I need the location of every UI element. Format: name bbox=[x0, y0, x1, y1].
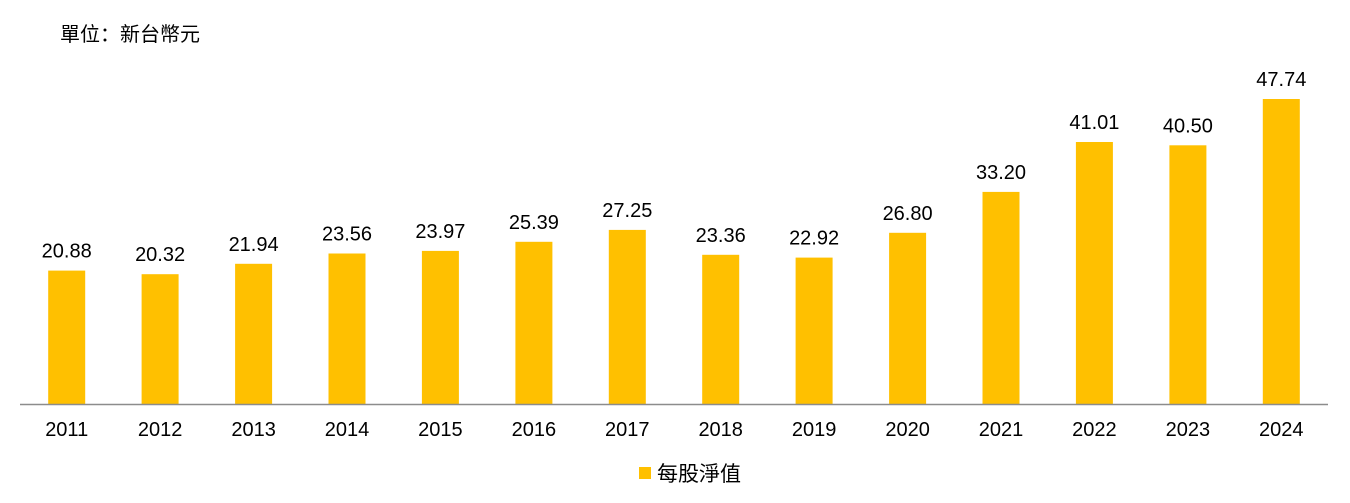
bar-2012 bbox=[141, 274, 179, 404]
x-tick-label-2024: 2024 bbox=[1259, 419, 1304, 441]
value-label-2012: 20.32 bbox=[135, 244, 185, 266]
bar-2017 bbox=[608, 229, 646, 404]
tick-labels-group: 2011 2012 2013 2014 2015 2016 2017 2018 2019 2020… bbox=[45, 419, 1303, 441]
value-label-2024: 47.74 bbox=[1256, 69, 1306, 91]
value-label-2022: 41.01 bbox=[1069, 112, 1119, 134]
x-tick-label-2019: 2019 bbox=[792, 419, 837, 441]
legend-swatch bbox=[639, 467, 651, 479]
value-label-2016: 25.39 bbox=[509, 212, 559, 234]
bar-2014 bbox=[328, 253, 366, 404]
value-label-2018: 23.36 bbox=[696, 225, 746, 247]
x-tick-label-2020: 2020 bbox=[885, 419, 930, 441]
bar-chart: 20.88 20.32 21.94 23.56 23.97 25.39 27.25 23.36… bbox=[20, 69, 1328, 441]
bar-2024 bbox=[1262, 99, 1300, 404]
x-tick-label-2012: 2012 bbox=[138, 419, 183, 441]
x-tick-label-2013: 2013 bbox=[231, 419, 276, 441]
legend: 每股淨值 bbox=[0, 458, 1350, 488]
x-tick-label-2017: 2017 bbox=[605, 419, 650, 441]
bar-2018 bbox=[702, 254, 740, 404]
bar-2015 bbox=[421, 250, 459, 404]
x-tick-label-2014: 2014 bbox=[325, 419, 370, 441]
bar-2022 bbox=[1075, 142, 1113, 404]
x-tick-label-2015: 2015 bbox=[418, 419, 463, 441]
legend-label: 每股淨值 bbox=[657, 462, 741, 486]
x-tick-label-2011: 2011 bbox=[45, 419, 88, 441]
unit-label: 單位：新台幣元 bbox=[60, 22, 200, 46]
x-tick-label-2021: 2021 bbox=[979, 419, 1024, 441]
x-tick-label-2018: 2018 bbox=[698, 419, 743, 441]
value-label-2015: 23.97 bbox=[415, 221, 465, 243]
x-tick-label-2016: 2016 bbox=[512, 419, 557, 441]
bar-2023 bbox=[1169, 145, 1207, 405]
value-label-2023: 40.50 bbox=[1163, 115, 1213, 137]
value-label-2019: 22.92 bbox=[789, 228, 839, 250]
bar-2016 bbox=[515, 241, 553, 404]
value-labels-group: 20.88 20.32 21.94 23.56 23.97 25.39 27.25 23.36… bbox=[42, 69, 1307, 266]
value-label-2014: 23.56 bbox=[322, 224, 372, 246]
bar-2011 bbox=[48, 270, 86, 404]
bar-2021 bbox=[982, 191, 1020, 404]
value-label-2011: 20.88 bbox=[42, 241, 92, 263]
x-tick-label-2023: 2023 bbox=[1166, 419, 1211, 441]
bar-2020 bbox=[889, 232, 927, 404]
x-tick-label-2022: 2022 bbox=[1072, 419, 1117, 441]
bar-2019 bbox=[795, 257, 833, 404]
bar-2013 bbox=[235, 263, 273, 404]
value-label-2021: 33.20 bbox=[976, 162, 1026, 184]
value-label-2013: 21.94 bbox=[229, 234, 279, 256]
value-label-2017: 27.25 bbox=[602, 200, 652, 222]
bars-group bbox=[48, 99, 1300, 405]
value-label-2020: 26.80 bbox=[883, 203, 933, 225]
